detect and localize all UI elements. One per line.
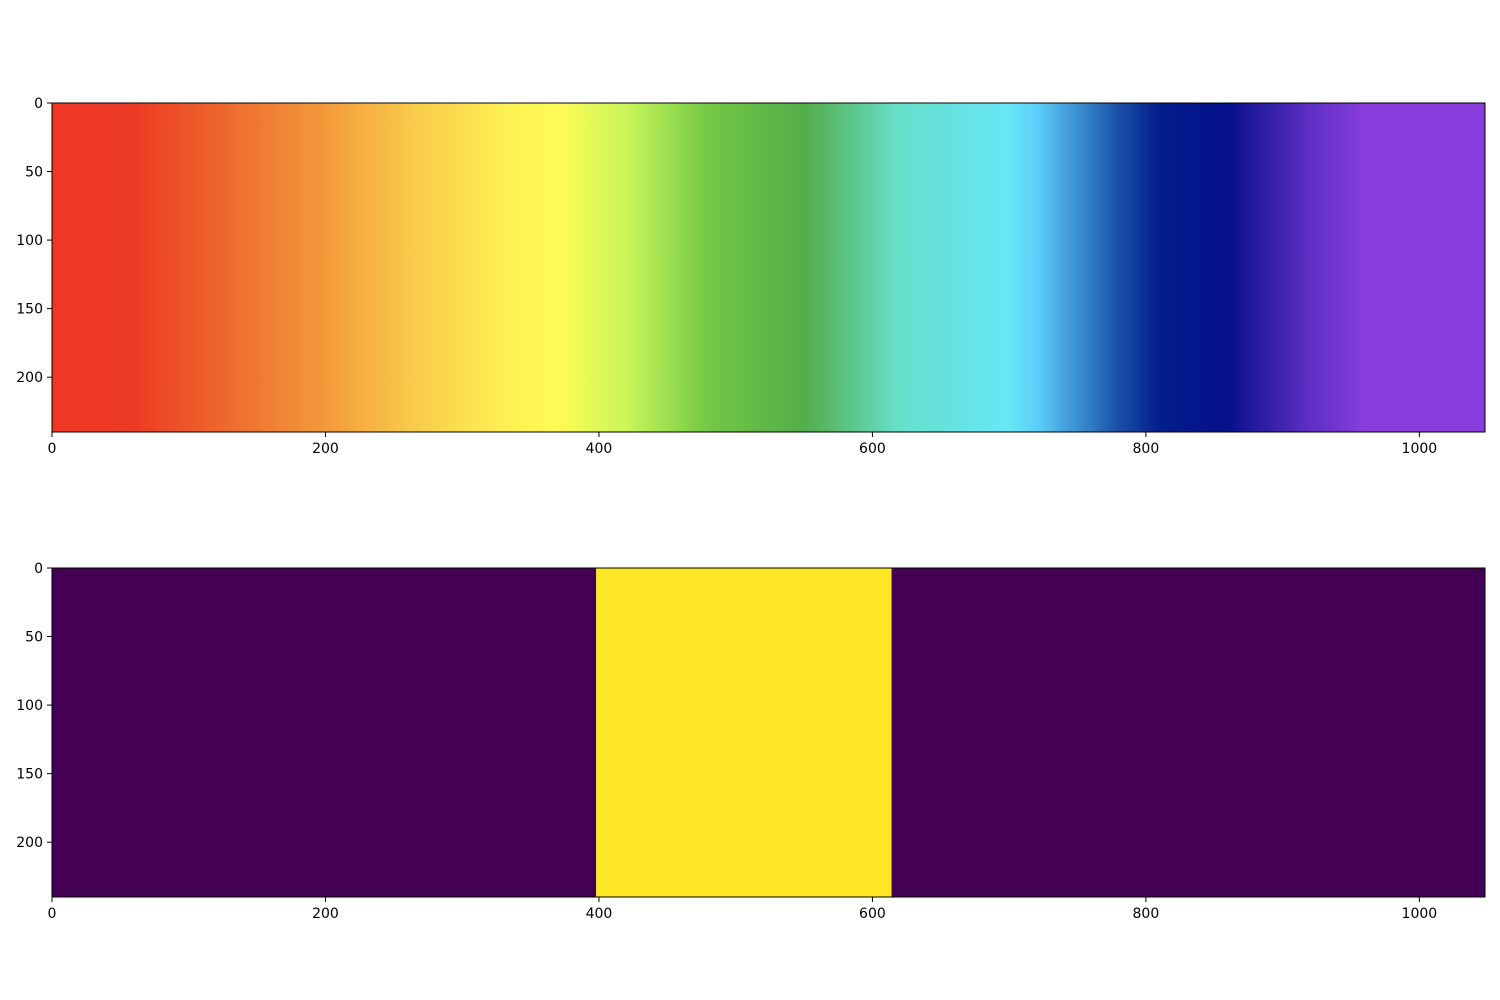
x-tick-label: 1000 — [1402, 906, 1438, 922]
y-tick-label: 150 — [16, 767, 43, 783]
y-tick-label: 100 — [16, 233, 43, 249]
heatmap-segment-2 — [891, 568, 1485, 897]
x-tick-label: 200 — [312, 441, 339, 457]
axes-frame — [51, 102, 1486, 433]
heatmap-segment-0 — [52, 568, 597, 897]
x-tick-label: 0 — [48, 906, 57, 922]
x-tick-label: 400 — [586, 906, 613, 922]
x-tick-label: 800 — [1133, 906, 1160, 922]
y-tick-label: 150 — [16, 302, 43, 318]
x-tick-label: 800 — [1133, 441, 1160, 457]
x-tick-label: 0 — [48, 441, 57, 457]
x-tick-label: 600 — [859, 906, 886, 922]
spectrum-gradient-image — [52, 103, 1485, 432]
mask-heatmap-panel: 0 200 400 600 800 1000 0 50 100 150 200 — [16, 561, 1486, 922]
y-tick-label: 100 — [16, 698, 43, 714]
y-tick-label: 50 — [25, 630, 43, 646]
x-tick-label: 200 — [312, 906, 339, 922]
y-tick-label: 200 — [16, 370, 43, 386]
y-tick-label: 50 — [25, 165, 43, 181]
heatmap-segment-1 — [596, 568, 892, 897]
y-tick-label: 0 — [34, 561, 43, 577]
axes-frame — [51, 567, 1486, 898]
x-tick-label: 400 — [586, 441, 613, 457]
x-tick-label: 600 — [859, 441, 886, 457]
y-tick-label: 0 — [34, 96, 43, 112]
x-tick-label: 1000 — [1402, 441, 1438, 457]
spectrum-heatmap-panel: 0 200 400 600 800 1000 0 50 100 150 200 — [16, 96, 1486, 457]
y-tick-label: 200 — [16, 835, 43, 851]
